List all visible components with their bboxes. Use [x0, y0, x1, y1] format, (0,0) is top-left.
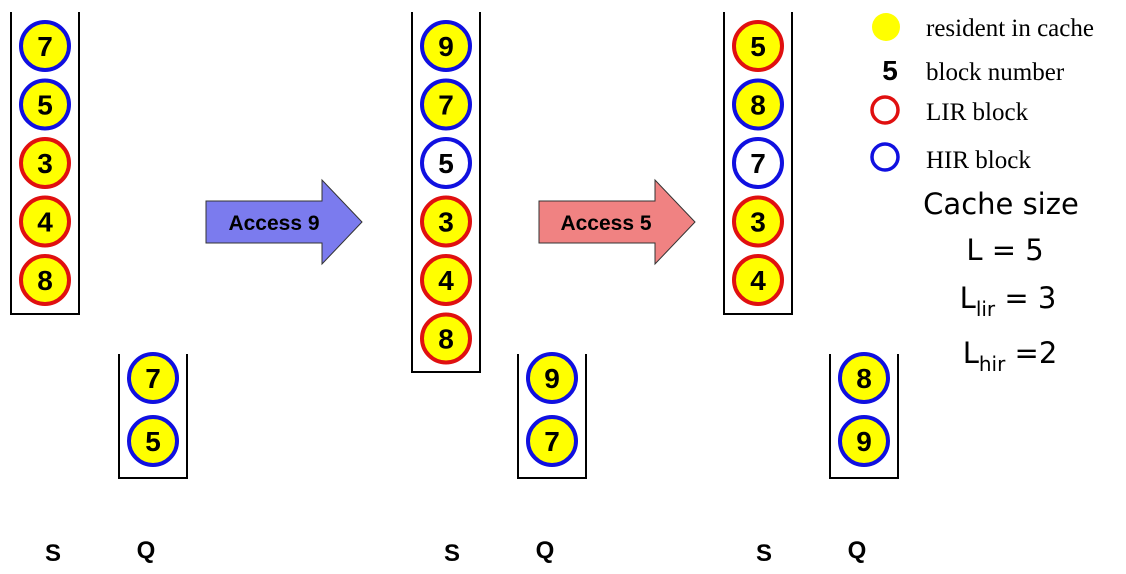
legend-hir-ring [870, 142, 900, 172]
stack-s-label: S [45, 540, 61, 567]
block-number: 9 [438, 31, 454, 62]
legend-lir-ring [870, 95, 900, 125]
block-number: 8 [856, 363, 872, 394]
cache-size-llir: Llir = 3 [960, 281, 1057, 321]
block-circle [526, 352, 578, 404]
block-circle [732, 195, 784, 248]
block-number: 7 [438, 90, 454, 121]
block-s-4: 4 [420, 254, 472, 306]
block-circle [19, 254, 71, 306]
block-number: 9 [544, 363, 560, 394]
block-q-7: 7 [526, 415, 578, 467]
block-circle [732, 137, 784, 189]
block-q-8: 8 [838, 352, 890, 404]
block-number: 5 [145, 426, 161, 457]
block-q-9: 9 [838, 415, 890, 467]
block-number: 8 [37, 265, 53, 296]
block-s-5: 5 [732, 20, 784, 72]
block-s-7: 7 [732, 137, 784, 189]
legend-number-text: block number [926, 59, 1065, 86]
block-number: 5 [438, 148, 454, 179]
block-circle [420, 195, 472, 248]
block-number: 8 [750, 90, 766, 121]
block-s-7: 7 [420, 78, 472, 131]
access-arrow [205, 178, 363, 266]
block-s-3: 3 [19, 137, 71, 189]
access-arrow-label: Access 9 [228, 212, 319, 235]
block-number: 3 [37, 148, 53, 179]
block-number: 7 [37, 31, 53, 62]
block-circle [19, 78, 71, 131]
block-circle [420, 20, 472, 72]
stack-s-label: S [756, 540, 772, 567]
stack-s-container [411, 12, 481, 373]
legend-resident-text: resident in cache [926, 15, 1094, 42]
block-circle [420, 312, 472, 365]
cache-size-l: L = 5 [966, 233, 1043, 267]
block-number: 9 [856, 426, 872, 457]
block-circle [838, 352, 890, 404]
block-s-9: 9 [420, 20, 472, 72]
block-q-7: 7 [127, 352, 179, 404]
access-arrow [538, 178, 696, 266]
block-q-9: 9 [526, 352, 578, 404]
cache-size-title: Cache size [923, 187, 1079, 221]
block-s-8: 8 [19, 254, 71, 306]
block-circle [420, 254, 472, 306]
block-s-5: 5 [420, 137, 472, 189]
block-s-4: 4 [732, 254, 784, 306]
block-number: 3 [438, 207, 454, 238]
block-circle [19, 20, 71, 72]
block-circle [127, 352, 179, 404]
block-circle [19, 195, 71, 248]
block-s-3: 3 [732, 195, 784, 248]
block-s-8: 8 [420, 312, 472, 365]
stack-s-container [723, 12, 793, 315]
stack-s-container [10, 12, 80, 315]
block-circle [732, 20, 784, 72]
legend-lir-text: LIR block [926, 99, 1029, 126]
block-circle [19, 137, 71, 189]
block-circle [127, 415, 179, 467]
stack-s-label: S [444, 540, 460, 567]
block-number: 8 [438, 324, 454, 355]
access-arrow-label: Access 5 [560, 212, 651, 235]
block-number: 5 [37, 90, 53, 121]
block-q-5: 5 [127, 415, 179, 467]
block-number: 4 [37, 207, 53, 238]
stack-q-container [829, 354, 899, 479]
block-number: 7 [145, 363, 161, 394]
block-circle [420, 78, 472, 131]
stack-q-container [118, 354, 188, 479]
stack-q-label: Q [137, 537, 156, 564]
block-circle [838, 415, 890, 467]
stack-q-container [517, 354, 587, 479]
block-number: 4 [750, 265, 766, 296]
legend-number-sample: 5 [882, 55, 898, 86]
block-s-5: 5 [19, 78, 71, 131]
legend-hir-text: HIR block [926, 147, 1031, 174]
block-number: 5 [750, 31, 766, 62]
block-s-8: 8 [732, 78, 784, 131]
block-number: 7 [544, 426, 560, 457]
legend-resident-dot [872, 13, 900, 41]
stack-q-label: Q [536, 537, 555, 564]
cache-size-lhir: Lhir =2 [963, 336, 1058, 376]
block-circle [526, 415, 578, 467]
block-circle [732, 78, 784, 131]
block-circle [732, 254, 784, 306]
block-s-7: 7 [19, 20, 71, 72]
stack-q-label: Q [848, 537, 867, 564]
block-s-3: 3 [420, 195, 472, 248]
block-circle [420, 137, 472, 189]
block-number: 7 [750, 148, 766, 179]
block-s-4: 4 [19, 195, 71, 248]
block-number: 3 [750, 207, 766, 238]
block-number: 4 [438, 265, 454, 296]
